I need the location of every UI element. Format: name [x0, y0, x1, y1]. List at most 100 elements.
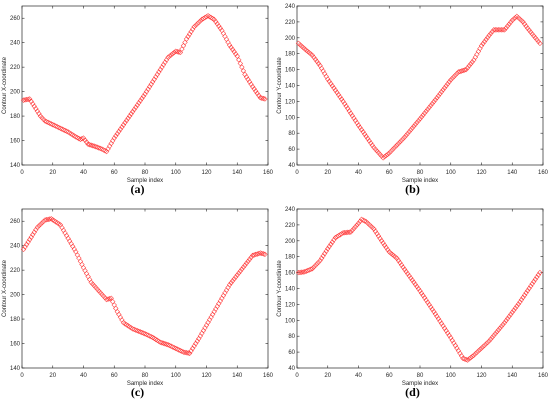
data-point [403, 268, 409, 275]
data-point [20, 97, 27, 103]
data-point [424, 106, 431, 113]
data-point [415, 118, 422, 124]
data-point [429, 306, 435, 313]
x-tick-label: 20 [324, 373, 331, 379]
data-point [363, 133, 369, 140]
data-point [492, 330, 499, 337]
data-point [45, 119, 51, 126]
data-point [520, 19, 526, 25]
data-point [460, 355, 466, 362]
data-point [340, 98, 346, 105]
y-tick-label: 100 [285, 318, 296, 324]
data-point [360, 129, 366, 135]
data-point [451, 340, 457, 346]
data-point [537, 40, 543, 47]
data-point [492, 27, 499, 33]
data-point [134, 328, 141, 334]
data-point [79, 261, 85, 268]
data-point [309, 265, 316, 272]
x-axis-label: Sample index [402, 178, 438, 184]
data-point [86, 142, 93, 148]
data-point [528, 283, 534, 289]
data-point [424, 299, 431, 306]
data-point [136, 328, 142, 334]
data-point [102, 295, 108, 301]
data-point [254, 90, 260, 97]
data-point [361, 131, 368, 137]
data-point [331, 85, 337, 91]
data-point [351, 225, 357, 232]
data-point [461, 356, 468, 362]
x-tick-label: 120 [201, 170, 212, 176]
y-tick-label: 180 [10, 114, 21, 120]
data-point [498, 323, 505, 330]
data-point [443, 327, 449, 334]
x-tick-label: 160 [538, 170, 549, 176]
data-point [166, 342, 173, 349]
data-point [243, 260, 250, 266]
y-tick-label: 180 [285, 52, 296, 58]
data-point [56, 124, 62, 131]
data-point [314, 261, 320, 267]
data-point [483, 341, 489, 347]
data-point [162, 59, 168, 65]
data-point [83, 139, 90, 145]
panel-b: 0 20 40 60 80 100 120 140 160 40 60 80 100 120 140 160 1… [275, 0, 550, 203]
data-point [478, 43, 485, 49]
data-point [45, 216, 51, 223]
data-point [317, 257, 323, 264]
data-point [463, 356, 469, 363]
data-point [128, 111, 134, 117]
data-point [431, 308, 437, 315]
data-point [501, 27, 508, 33]
data-point [31, 229, 37, 235]
x-tick-label: 80 [142, 373, 149, 379]
data-point [440, 323, 446, 329]
data-point [343, 229, 349, 236]
data-point [386, 150, 392, 156]
data-point [148, 81, 154, 87]
x-axis-label: Sample index [127, 381, 163, 387]
data-point [233, 274, 239, 280]
data-point [59, 126, 65, 132]
data-point [139, 95, 145, 102]
data-point [518, 297, 525, 303]
data-point [295, 269, 302, 276]
data-point [25, 239, 31, 245]
data-point [332, 87, 339, 93]
data-point [46, 216, 53, 222]
data-point [434, 95, 440, 101]
data-point [488, 30, 494, 37]
data-point [326, 78, 332, 85]
data-point [239, 64, 245, 70]
data-point [486, 32, 492, 39]
data-point [82, 267, 88, 274]
y-tick-label: 220 [285, 223, 296, 229]
data-point [260, 95, 267, 102]
data-point [248, 81, 254, 87]
y-axis-label: Contour X-coordinate [2, 56, 8, 114]
data-point [176, 347, 182, 353]
data-point [99, 291, 105, 298]
data-point [352, 117, 359, 124]
data-point [71, 133, 77, 139]
x-tick-label: 0 [20, 373, 24, 379]
data-point [446, 332, 452, 339]
data-point [183, 350, 190, 356]
data-point [216, 23, 222, 29]
y-tick-label: 220 [10, 268, 21, 274]
data-point [312, 262, 319, 269]
data-point [398, 262, 405, 268]
data-point [506, 21, 512, 27]
chart-panel-a: 0 20 40 60 80 100 120 140 160 140 160 180 200 220 240 2… [2, 5, 274, 184]
data-point [157, 66, 164, 73]
data-point [385, 247, 391, 253]
data-point [248, 254, 254, 261]
data-point [213, 18, 219, 25]
data-point [233, 51, 239, 57]
data-point [234, 272, 240, 278]
data-point [381, 153, 388, 160]
data-point [193, 22, 199, 29]
data-point [179, 46, 185, 52]
data-point [374, 230, 380, 237]
